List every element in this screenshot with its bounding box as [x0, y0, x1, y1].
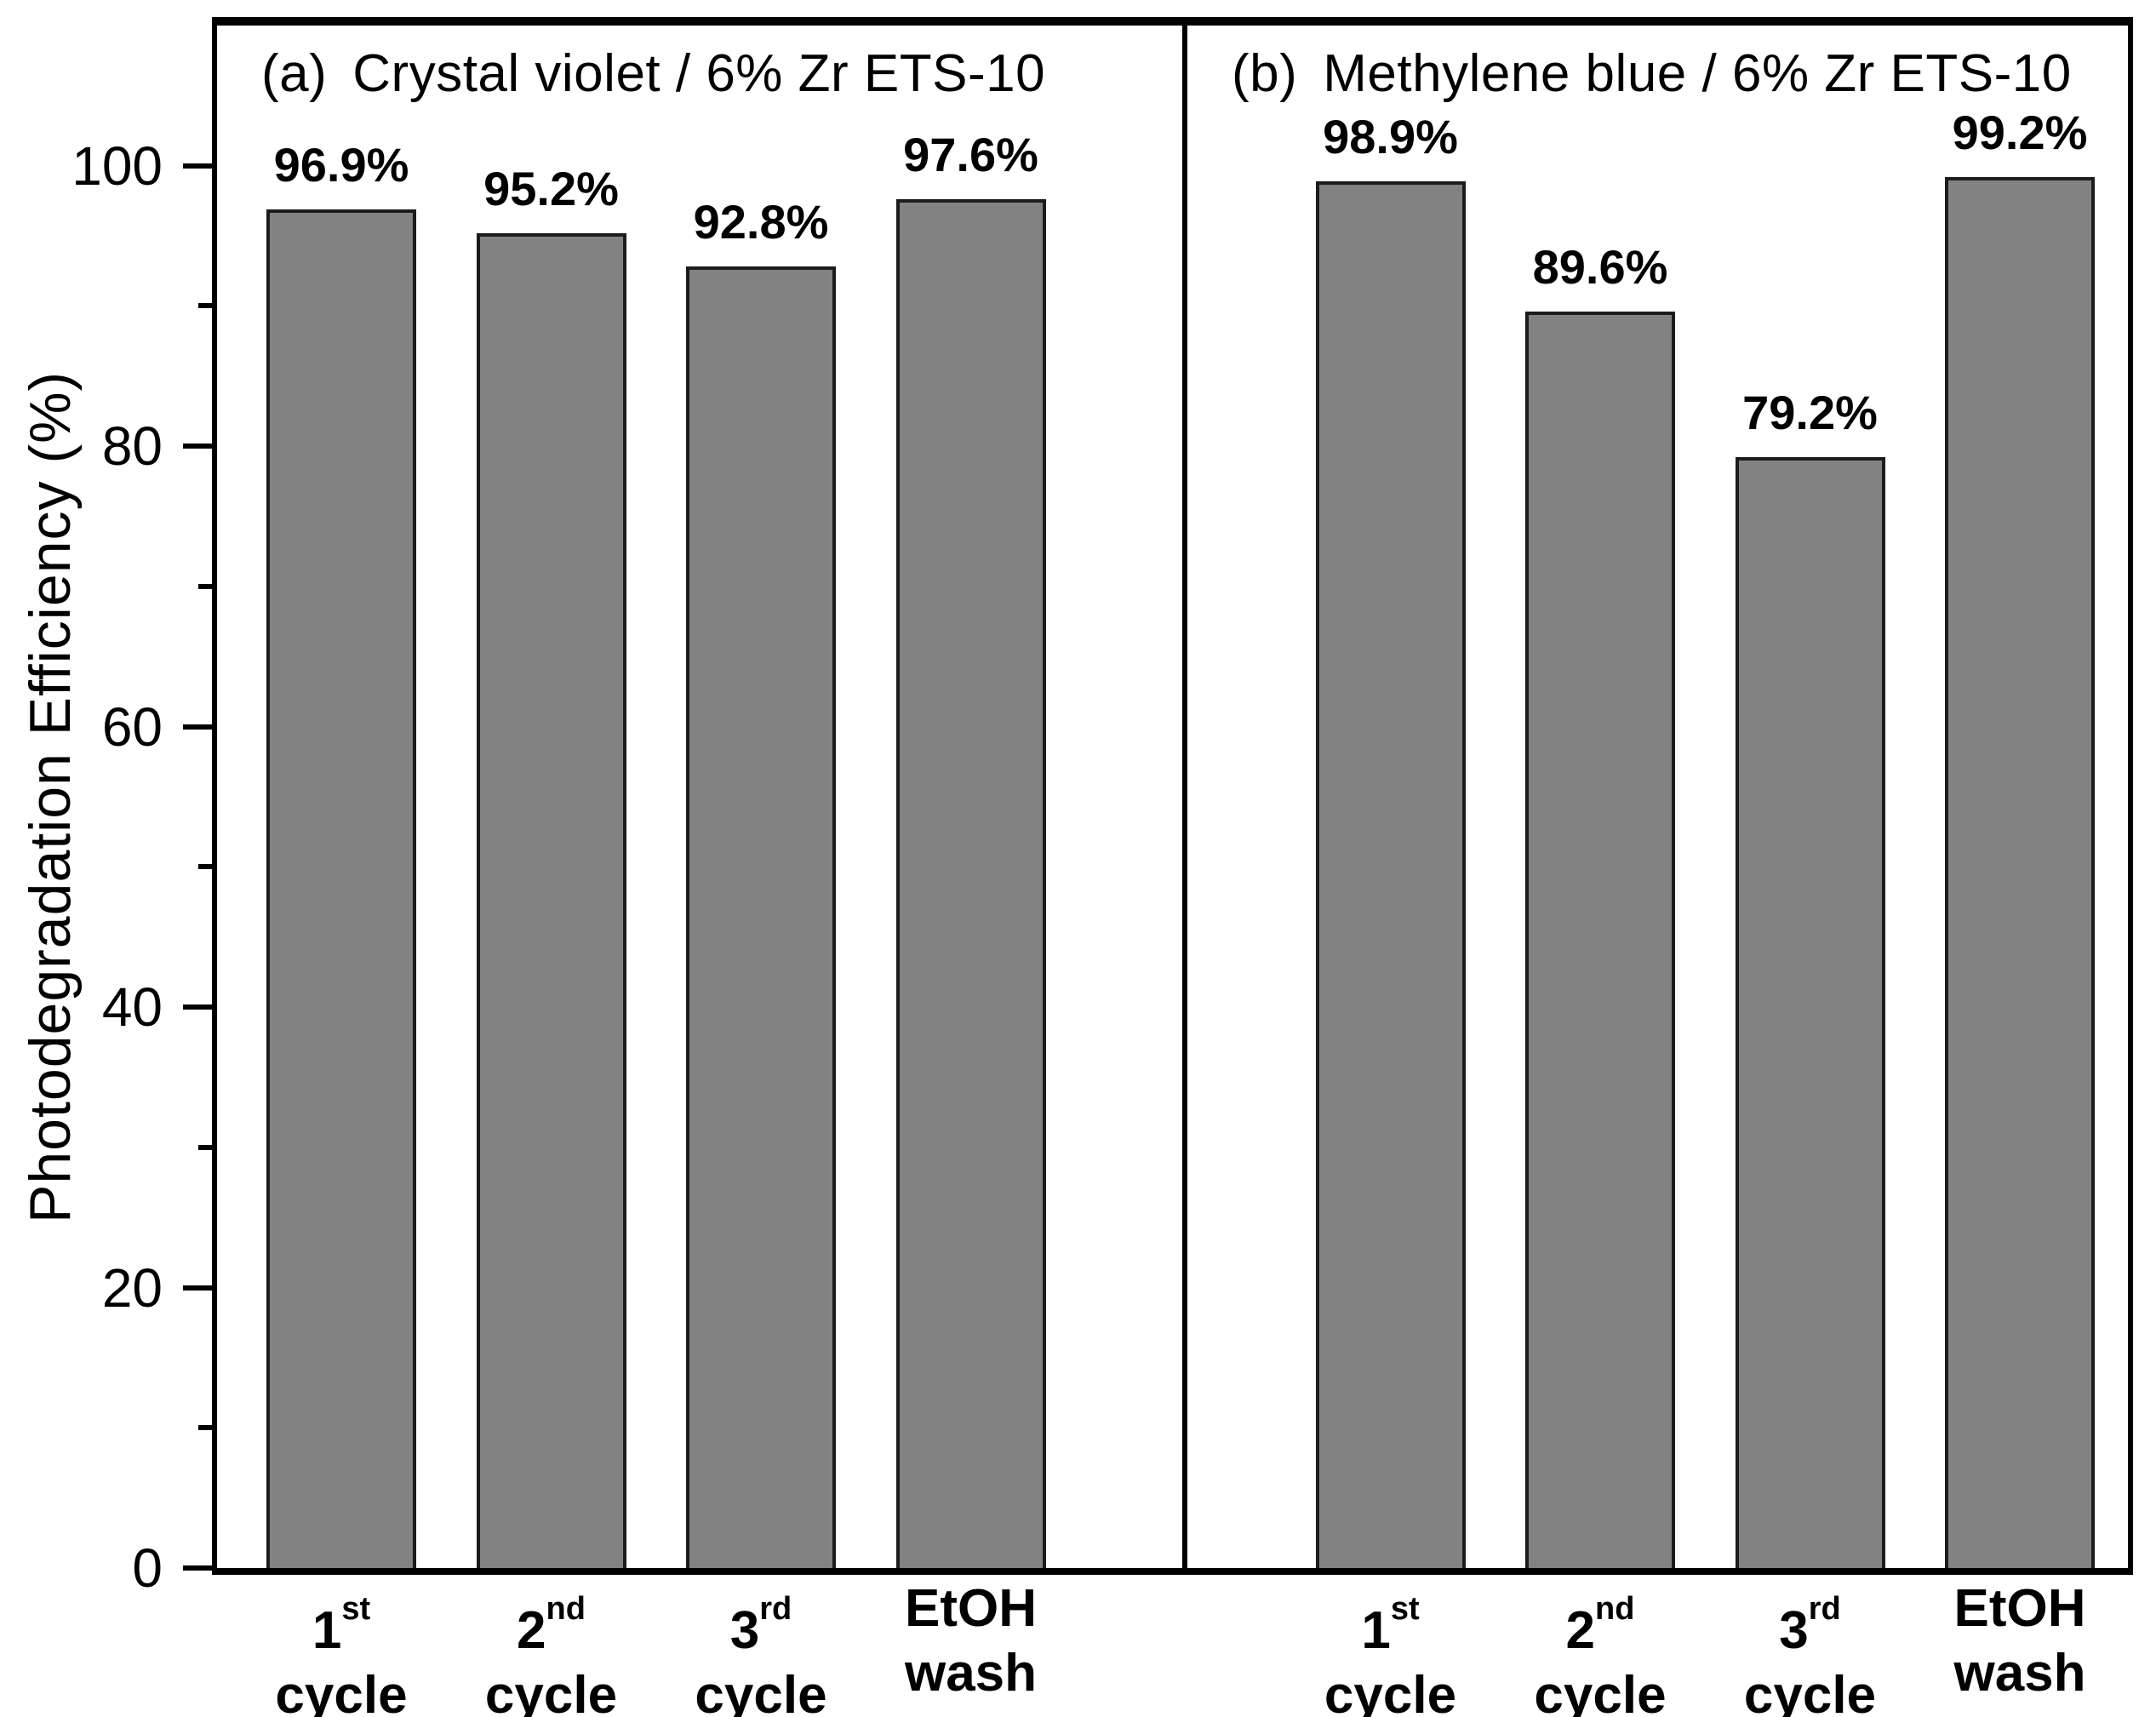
panel-a-title: (a) Crystal violet / 6% Zr ETS-10 — [261, 44, 1045, 104]
x-axis-labels: 1st cycle 2nd cycle 3rd cycle EtOH wash 1st cycle… — [217, 1577, 2128, 1717]
y-axis-tick-label: 80 — [101, 415, 163, 478]
panel-a-label: (a) — [261, 44, 328, 103]
x-category-line1: 1 — [312, 1601, 342, 1660]
x-category-line2: cycle — [1743, 1666, 1877, 1717]
bar-value-label: 89.6% — [1532, 240, 1668, 295]
y-axis-major-tick — [183, 724, 217, 730]
bar — [1945, 176, 2095, 1568]
x-category-line1: 2 — [517, 1601, 546, 1660]
panel-divider — [1182, 26, 1187, 1568]
x-category-line2: cycle — [275, 1666, 408, 1717]
x-category-label: EtOH wash — [826, 1577, 1116, 1706]
y-axis-tick-label: 60 — [101, 695, 163, 758]
x-category-line2: wash — [1953, 1644, 2086, 1703]
x-category-line1: 1 — [1361, 1601, 1391, 1660]
x-category-line1: 3 — [729, 1601, 760, 1660]
bar-value-label: 95.2% — [483, 161, 619, 215]
x-category-ordinal-suffix: st — [1390, 1591, 1420, 1627]
y-axis-minor-tick — [198, 303, 217, 309]
plot-area: (a) Crystal violet / 6% Zr ETS-10 (b) Meth… — [212, 17, 2133, 1575]
bar — [895, 199, 1046, 1568]
y-axis-tick-label: 0 — [132, 1537, 163, 1599]
panel-b-title-text: Methylene blue / 6% Zr ETS-10 — [1323, 44, 2072, 103]
bar-value-label: 99.2% — [1952, 105, 2088, 159]
y-axis-minor-tick — [198, 1144, 217, 1150]
y-axis-major-tick — [183, 1004, 217, 1010]
x-category-line2: cycle — [1534, 1666, 1667, 1717]
x-category-line1: EtOH — [905, 1579, 1037, 1638]
x-category-label: 3rd cycle — [616, 1577, 906, 1717]
x-category-line2: cycle — [695, 1666, 827, 1717]
y-axis-minor-tick — [198, 583, 217, 589]
panel-a-title-text: Crystal violet / 6% Zr ETS-10 — [352, 44, 1046, 103]
y-axis-ticks: 0 20 40 60 80 100 — [0, 26, 217, 1599]
y-axis-tick-label: 20 — [101, 1256, 163, 1319]
y-axis-major-tick — [183, 1285, 217, 1291]
y-axis-major-tick — [183, 163, 217, 169]
bar-value-label: 97.6% — [903, 128, 1038, 182]
bar — [1315, 180, 1466, 1568]
bar — [1735, 457, 1885, 1568]
x-category-line2: cycle — [1324, 1666, 1457, 1717]
x-category-line2: cycle — [484, 1666, 618, 1717]
x-category-line1: EtOH — [1953, 1579, 2086, 1638]
x-category-label: 1st cycle — [1246, 1577, 1536, 1717]
x-category-ordinal-suffix: rd — [759, 1591, 792, 1627]
bar-value-label: 98.9% — [1323, 109, 1458, 163]
x-category-label: 3rd cycle — [1666, 1577, 1955, 1717]
bar-value-label: 92.8% — [693, 195, 829, 249]
x-category-ordinal-suffix: rd — [1808, 1591, 1841, 1627]
y-axis-minor-tick — [198, 864, 217, 870]
bar-value-label: 79.2% — [1742, 386, 1878, 440]
bar — [686, 266, 836, 1568]
bar — [266, 209, 416, 1568]
bar-value-label: 96.9% — [273, 137, 409, 192]
panel-b-title: (b) Methylene blue / 6% Zr ETS-10 — [1232, 44, 2072, 104]
x-category-ordinal-suffix: nd — [546, 1591, 586, 1627]
panel-b-label: (b) — [1232, 44, 1298, 103]
x-category-line1: 2 — [1565, 1601, 1596, 1660]
x-category-ordinal-suffix: nd — [1595, 1591, 1635, 1627]
y-axis-tick-label: 40 — [101, 976, 163, 1039]
x-category-label: 2nd cycle — [407, 1577, 696, 1717]
x-category-line2: wash — [904, 1644, 1038, 1703]
x-category-label: 2nd cycle — [1455, 1577, 1745, 1717]
x-category-ordinal-suffix: st — [341, 1591, 371, 1627]
y-axis-tick-label: 100 — [71, 134, 163, 197]
y-axis-major-tick — [183, 1565, 217, 1571]
bar — [1525, 312, 1675, 1568]
bar — [476, 232, 626, 1568]
x-category-label: EtOH wash — [1875, 1577, 2156, 1706]
x-category-line1: 3 — [1779, 1601, 1809, 1660]
y-axis-minor-tick — [198, 1425, 217, 1431]
y-axis-major-tick — [183, 444, 217, 449]
x-category-label: 1st cycle — [197, 1577, 486, 1717]
